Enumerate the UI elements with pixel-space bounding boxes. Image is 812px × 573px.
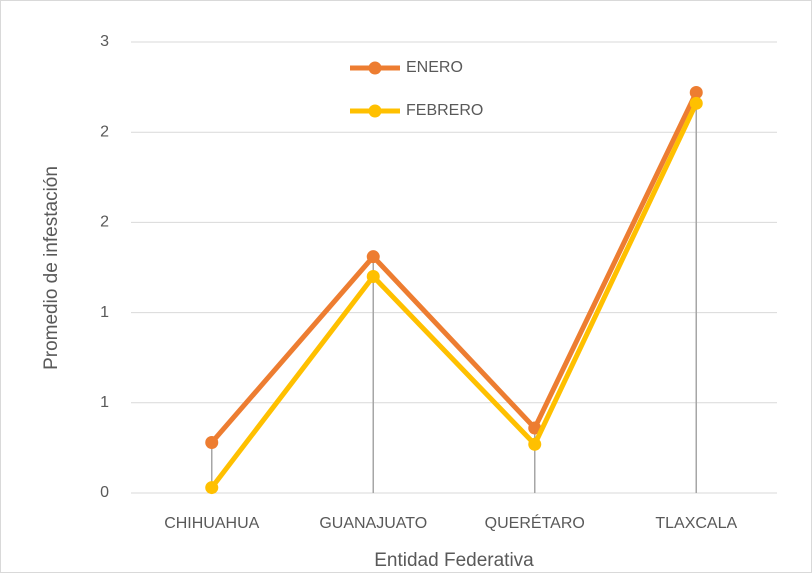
legend-label: ENERO bbox=[406, 59, 463, 76]
y-tick-label: 1 bbox=[100, 304, 109, 321]
legend-marker bbox=[368, 104, 382, 118]
data-point bbox=[366, 250, 380, 264]
y-tick-label: 3 bbox=[100, 33, 109, 50]
y-tick-label: 2 bbox=[100, 214, 109, 231]
legend-marker bbox=[368, 61, 382, 75]
data-point bbox=[528, 437, 542, 451]
y-tick-label: 1 bbox=[100, 394, 109, 411]
data-point bbox=[689, 96, 703, 110]
y-axis-title: Promedio de infestación bbox=[41, 166, 62, 370]
x-tick-label: QUERÉTARO bbox=[485, 513, 585, 532]
legend-label: FEBRERO bbox=[406, 102, 483, 119]
y-tick-label: 0 bbox=[100, 484, 109, 501]
series-line bbox=[209, 102, 699, 490]
x-tick-label: CHIHUAHUA bbox=[164, 515, 259, 532]
x-tick-label: TLAXCALA bbox=[655, 515, 737, 532]
x-tick-label: GUANAJUATO bbox=[319, 515, 427, 532]
y-tick-label: 2 bbox=[100, 123, 109, 140]
data-point bbox=[689, 86, 703, 100]
data-point bbox=[205, 435, 219, 449]
data-point bbox=[366, 270, 380, 284]
x-axis-title: Entidad Federativa bbox=[374, 550, 534, 571]
series-line bbox=[209, 91, 699, 445]
data-point bbox=[528, 421, 542, 435]
data-point bbox=[205, 481, 219, 495]
